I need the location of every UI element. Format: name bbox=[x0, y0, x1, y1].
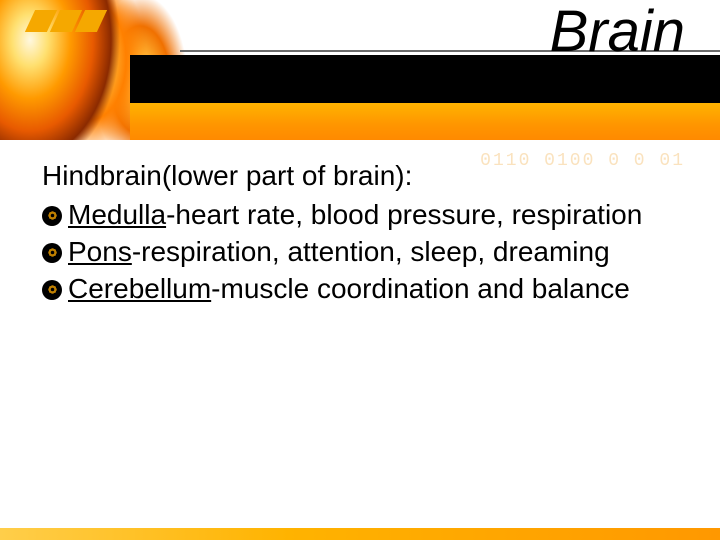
bottom-orange-bar bbox=[0, 528, 720, 540]
list-item: Pons-respiration, attention, sleep, drea… bbox=[42, 234, 690, 271]
orange-header-bar bbox=[130, 103, 720, 140]
slide-title: Brain bbox=[550, 0, 685, 65]
bullet-icon bbox=[42, 206, 62, 226]
list-item: Cerebellum-muscle coordination and balan… bbox=[42, 271, 690, 308]
bullet-icon bbox=[42, 243, 62, 263]
corner-squares bbox=[30, 10, 105, 37]
bullet-text: Cerebellum-muscle coordination and balan… bbox=[68, 271, 690, 308]
bullet-text: Pons-respiration, attention, sleep, drea… bbox=[68, 234, 690, 271]
bullet-icon bbox=[42, 280, 62, 300]
intro-line: Hindbrain(lower part of brain): bbox=[42, 158, 690, 195]
bullet-text: Medulla-heart rate, blood pressure, resp… bbox=[68, 197, 690, 234]
list-item: Medulla-heart rate, blood pressure, resp… bbox=[42, 197, 690, 234]
